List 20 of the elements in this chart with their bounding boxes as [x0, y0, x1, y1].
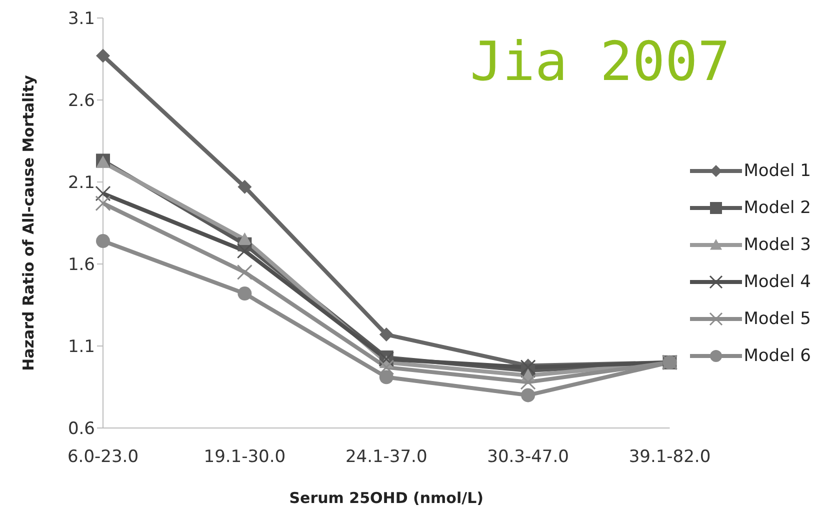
x-tick-label: 30.3-47.0	[487, 447, 569, 468]
x-tick-label: 39.1-82.0	[628, 447, 711, 468]
y-tick-label: 2.1	[68, 173, 95, 194]
y-tick-label: 3.1	[68, 9, 95, 30]
y-axis-title: Hazard Ratio of All-cause Mortality	[19, 74, 38, 371]
legend-label: Model 5	[744, 308, 811, 328]
x-axis-title: Serum 25OHD (nmol/L)	[289, 489, 484, 507]
legend-label: Model 6	[744, 346, 811, 366]
x-tick-label: 24.1-37.0	[345, 447, 428, 468]
legend-label: Model 1	[744, 160, 811, 180]
y-tick-label: 2.6	[68, 91, 95, 112]
y-tick-label: 1.1	[68, 337, 95, 358]
y-tick-label: 0.6	[68, 419, 95, 440]
legend-label: Model 2	[744, 198, 811, 218]
x-tick-label: 19.1-30.0	[204, 447, 286, 468]
legend-label: Model 3	[744, 234, 811, 254]
annotation: Jia 2007	[470, 30, 730, 93]
x-tick-label: 6.0-23.0	[67, 447, 139, 468]
legend-label: Model 4	[744, 272, 811, 292]
y-tick-label: 1.6	[68, 255, 95, 276]
